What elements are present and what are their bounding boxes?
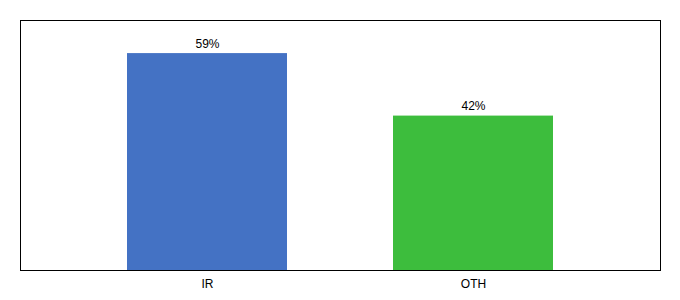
svg-text:42%: 42% (461, 99, 485, 113)
svg-text:59%: 59% (195, 37, 219, 51)
svg-text:IR: IR (202, 277, 214, 291)
svg-text:OTH: OTH (461, 277, 486, 291)
